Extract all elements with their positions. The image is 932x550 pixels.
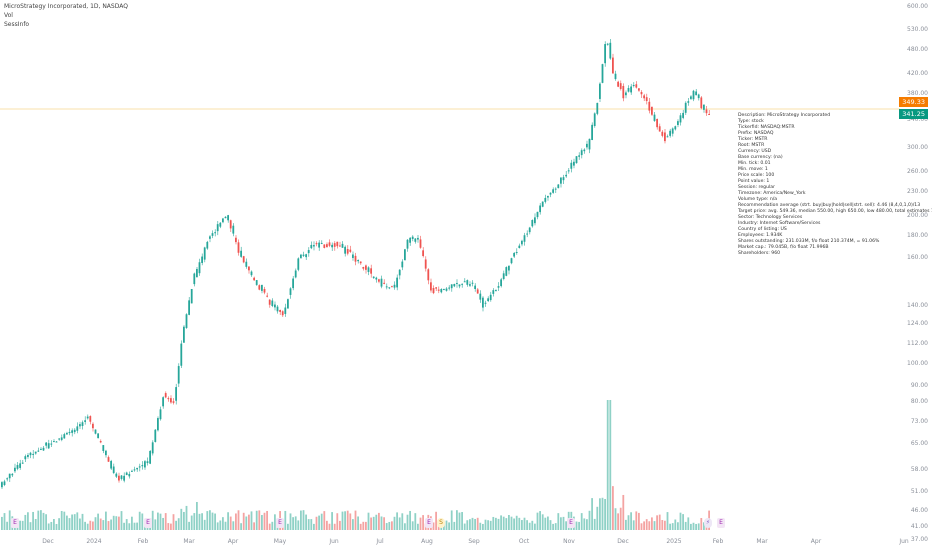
session-info-panel: Description: MicroStrategy Incorporated T…: [738, 113, 932, 257]
price-axis-label: 480.00: [907, 46, 928, 53]
session-info-line: Min. move: 1: [738, 167, 768, 173]
session-info-line: Tickerfid: NASDAQ:MSTR: [738, 125, 795, 131]
price-axis-label: 340.00: [907, 116, 928, 123]
session-info-line: Base currency: (na): [738, 155, 783, 161]
session-info-line: Price scale: 100: [738, 173, 775, 179]
session-info-line: Type: stock: [738, 119, 764, 125]
time-axis-label: Jul: [376, 538, 384, 545]
price-axis-label: 230.00: [907, 188, 928, 195]
price-axis-label: 140.00: [907, 302, 928, 309]
chart-title: MicroStrategy Incorporated, 1D, NASDAQ: [4, 3, 128, 10]
price-axis-label: 41.00: [910, 523, 928, 530]
time-axis-label: Oct: [518, 538, 530, 545]
price-axis-label: 380.00: [907, 90, 928, 97]
time-axis-label: Feb: [712, 538, 724, 545]
earnings-event-icon[interactable]: E: [717, 518, 725, 528]
time-axis-label: Nov: [563, 538, 575, 545]
price-axis-label: 51.00: [910, 488, 928, 495]
earnings-event-icon[interactable]: E: [144, 518, 152, 528]
session-info-line: Shareholders: 960: [738, 251, 781, 257]
price-axis-label: 124.00: [907, 320, 928, 327]
price-axis-label: 58.00: [910, 466, 928, 473]
session-info-line: Industry: Internet Software/Services: [738, 221, 821, 227]
session-info-line: Country of listing: US: [738, 227, 787, 233]
session-info-line: Volume type: n/a: [738, 197, 778, 203]
volume-bars: [1, 400, 710, 530]
price-axis-label: 200.00: [907, 212, 928, 219]
session-info-line: Ticker: MSTR: [738, 137, 768, 143]
session-info-line: Timezone: America/New_York: [738, 191, 806, 197]
session-info-line: Employees: 1.934K: [738, 233, 783, 239]
time-axis-label: Jun: [899, 538, 909, 545]
price-axis-label: 160.00: [907, 254, 928, 261]
earnings-event-icon[interactable]: E: [11, 518, 19, 528]
price-axis-label: 260.00: [907, 168, 928, 175]
price-axis-label: 180.00: [907, 232, 928, 239]
session-info-line: Prefix: NASDAQ: [738, 131, 774, 137]
price-axis-label: 46.00: [910, 507, 928, 514]
price-axis-label: 90.00: [910, 382, 928, 389]
session-info-line: Description: MicroStrategy Incorporated: [738, 113, 831, 118]
time-axis-label: Jun: [329, 538, 339, 545]
time-axis-label: Mar: [183, 538, 195, 545]
price-axis-label: 530.00: [907, 26, 928, 33]
session-info-line: Shares outstanding: 231.033M, f/o float …: [738, 239, 880, 245]
price-badge-upper: 349.33: [899, 97, 928, 107]
price-axis-label: 112.00: [907, 340, 928, 347]
price-badge-last: 341.25: [899, 109, 928, 119]
time-axis-label: Aug: [421, 538, 433, 545]
price-axis-label: 73.00: [910, 418, 928, 425]
split-event-icon[interactable]: S: [437, 518, 445, 528]
time-axis-label: Apr: [810, 538, 822, 545]
earnings-event-icon[interactable]: E: [425, 518, 433, 528]
price-axis-label: 600.00: [907, 3, 928, 10]
price-axis-label: 37.00: [910, 536, 928, 543]
session-info-line: Sector: Technology Services: [738, 215, 803, 221]
session-info-line: Currency: USD: [738, 149, 772, 155]
price-axis-label: 80.00: [910, 398, 928, 405]
session-info-line: Min. tick: 0.01: [738, 161, 771, 167]
price-candles: [1, 39, 710, 489]
time-axis-label: Dec: [42, 538, 54, 545]
session-info-line: Market cap.: 79.045B, f/o float 71.996B: [738, 245, 829, 251]
session-info-line: Root: MSTR: [738, 143, 765, 149]
session-info-indicator-label[interactable]: SessInfo: [4, 21, 30, 28]
session-info-line: Recommendation average (strt. buy|buy|ho…: [738, 203, 921, 209]
lightning-event-icon[interactable]: ⚡: [704, 518, 712, 528]
session-info-line: Target price: avg. 549.36, median 550.00…: [738, 209, 932, 215]
price-axis-label: 100.00: [907, 360, 928, 367]
price-axis-label: 300.00: [907, 144, 928, 151]
time-axis-label: Apr: [227, 538, 239, 545]
time-axis-label: 2024: [86, 538, 102, 545]
time-axis-label: May: [273, 538, 287, 545]
session-info-line: Point value: 1: [738, 179, 770, 185]
earnings-event-icon[interactable]: E: [567, 518, 575, 528]
time-axis-label: Dec: [617, 538, 629, 545]
time-axis-label: Mar: [756, 538, 768, 545]
earnings-event-icon[interactable]: E: [276, 518, 284, 528]
time-axis-label: Feb: [137, 538, 149, 545]
price-axis-label: 65.00: [910, 440, 928, 447]
time-axis-label: 2025: [666, 538, 682, 545]
time-axis-label: Sep: [468, 538, 480, 545]
price-axis-label: 420.00: [907, 70, 928, 77]
volume-indicator-label[interactable]: Vol: [4, 12, 13, 19]
session-info-line: Session: regular: [738, 185, 775, 191]
